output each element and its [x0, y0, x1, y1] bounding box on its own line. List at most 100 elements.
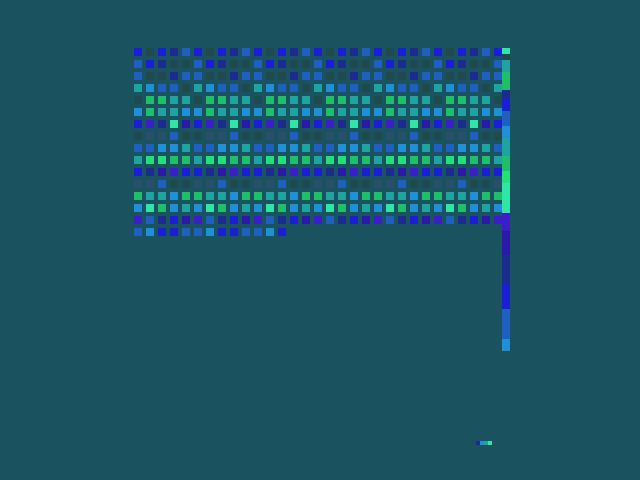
strip-cell — [502, 129, 510, 132]
grid-cell — [314, 180, 322, 188]
grid-cell — [182, 156, 190, 164]
strip-cell — [502, 261, 510, 264]
grid-cell — [170, 156, 178, 164]
strip-cell — [502, 270, 510, 273]
grid-cell — [182, 60, 190, 68]
grid-cell — [134, 192, 142, 200]
grid-cell — [290, 120, 298, 128]
grid-cell — [362, 144, 370, 152]
grid-cell — [434, 204, 442, 212]
grid-cell — [422, 96, 430, 104]
grid-cell — [194, 72, 202, 80]
grid-cell — [482, 192, 490, 200]
strip-cell — [502, 264, 510, 267]
strip-cell — [502, 279, 510, 282]
grid-cell — [458, 180, 466, 188]
strip-cell — [502, 165, 510, 168]
grid-cell — [230, 156, 238, 164]
grid-cell — [338, 132, 346, 140]
grid-cell — [398, 144, 406, 152]
strip-cell — [502, 183, 510, 186]
strip-cell — [502, 339, 510, 342]
grid-cell — [458, 192, 466, 200]
grid-cell — [374, 132, 382, 140]
strip-cell — [502, 153, 510, 156]
strip-cell — [502, 282, 510, 285]
strip-cell — [502, 207, 510, 210]
strip-cell — [502, 171, 510, 174]
grid-cell — [434, 84, 442, 92]
grid-cell — [218, 204, 226, 212]
grid-cell — [386, 48, 394, 56]
grid-cell — [206, 168, 214, 176]
grid-cell — [302, 132, 310, 140]
grid-cell — [146, 72, 154, 80]
strip-cell — [502, 138, 510, 141]
grid-cell — [446, 144, 454, 152]
grid-cell — [290, 60, 298, 68]
grid-cell — [158, 48, 166, 56]
grid-cell — [458, 48, 466, 56]
grid-cell — [134, 96, 142, 104]
grid-cell — [158, 96, 166, 104]
grid-cell — [338, 192, 346, 200]
grid-cell — [434, 96, 442, 104]
grid-cell — [158, 192, 166, 200]
grid-cell — [374, 156, 382, 164]
grid-cell — [410, 156, 418, 164]
grid-cell — [386, 192, 394, 200]
grid-cell — [326, 192, 334, 200]
grid-cell — [182, 180, 190, 188]
grid-cell — [386, 96, 394, 104]
grid-cell — [158, 72, 166, 80]
grid-cell — [398, 48, 406, 56]
strip-cell — [502, 174, 510, 177]
grid-cell — [146, 96, 154, 104]
grid-cell — [170, 108, 178, 116]
strip-cell — [502, 225, 510, 228]
grid-cell — [422, 132, 430, 140]
strip-cell — [502, 330, 510, 333]
grid-cell — [230, 144, 238, 152]
grid-cell — [434, 108, 442, 116]
grid-cell — [494, 180, 502, 188]
grid-cell — [302, 60, 310, 68]
grid-cell — [182, 96, 190, 104]
grid-cell — [146, 120, 154, 128]
grid-cell — [134, 216, 142, 224]
grid-cell — [206, 216, 214, 224]
grid-cell — [326, 60, 334, 68]
strip-cell — [502, 246, 510, 249]
strip-cell — [502, 195, 510, 198]
grid-cell — [338, 108, 346, 116]
grid-cell — [134, 144, 142, 152]
grid-cell — [482, 48, 490, 56]
grid-cell — [458, 96, 466, 104]
grid-cell — [230, 192, 238, 200]
grid-cell — [170, 60, 178, 68]
strip-cell — [502, 213, 510, 216]
grid-cell — [242, 48, 250, 56]
grid-cell — [434, 72, 442, 80]
grid-cell — [242, 180, 250, 188]
grid-cell — [410, 204, 418, 212]
grid-cell — [194, 84, 202, 92]
grid-cell — [398, 96, 406, 104]
grid-cell — [302, 72, 310, 80]
grid-cell — [338, 180, 346, 188]
grid-cell — [446, 180, 454, 188]
grid-cell — [206, 60, 214, 68]
grid-cell — [386, 60, 394, 68]
strip-cell — [502, 204, 510, 207]
grid-cell — [494, 168, 502, 176]
strip-cell — [502, 303, 510, 306]
grid-cell — [470, 168, 478, 176]
grid-cell — [206, 84, 214, 92]
grid-cell — [446, 120, 454, 128]
grid-cell — [362, 204, 370, 212]
grid-cell — [302, 156, 310, 164]
grid-cell — [242, 204, 250, 212]
grid-cell — [302, 216, 310, 224]
grid-cell — [410, 84, 418, 92]
grid-cell — [194, 180, 202, 188]
